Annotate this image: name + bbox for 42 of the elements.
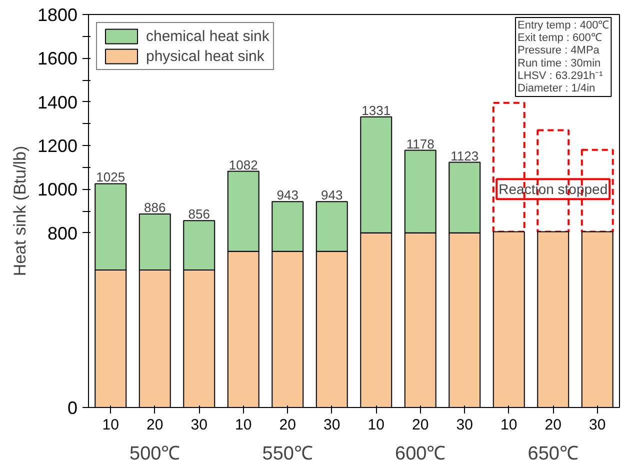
x-tick-label: 20 xyxy=(279,416,296,434)
x-tick-label: 30 xyxy=(589,416,606,434)
text: 650℃ xyxy=(528,444,578,464)
x-tick-label: 10 xyxy=(500,416,518,434)
text: 550℃ xyxy=(262,444,313,464)
x-tick-label: 20 xyxy=(412,416,429,434)
y-tick-label: 800 xyxy=(47,223,78,244)
x-tick-label: 20 xyxy=(544,416,562,434)
annotation: Entry temp : 400℃ xyxy=(518,20,610,32)
x-tick-label: 10 xyxy=(102,416,119,434)
annotation: LHSV : 63.291h⁻¹ xyxy=(518,70,604,82)
y-axis-title: Heat sink (Btu/lb) xyxy=(10,146,30,276)
total-label: 943 xyxy=(321,188,343,203)
y-tick-label: 1000 xyxy=(37,180,78,200)
legend-label: chemical heat sink xyxy=(146,28,270,44)
annotation: Run time : 30min xyxy=(518,57,601,70)
annotation: Exit temp : 600℃ xyxy=(518,32,602,44)
total-label: 1178 xyxy=(406,136,434,152)
y-tick-label: 1200 xyxy=(37,136,78,156)
text: 600℃ xyxy=(395,444,446,464)
annotation: Pressure : 4MPa xyxy=(518,44,600,57)
x-tick-label: 10 xyxy=(368,416,384,434)
x-tick-label: 20 xyxy=(146,416,164,434)
y-tick-label: 1400 xyxy=(37,92,78,112)
annotation: Reaction stopped xyxy=(498,181,608,198)
x-tick-label: 30 xyxy=(324,416,340,434)
y-tick-label: 1800 xyxy=(37,5,78,25)
x-tick-label: 30 xyxy=(456,416,473,434)
x-tick-label: 10 xyxy=(235,416,252,434)
total-label: 1123 xyxy=(450,148,479,164)
y-tick-label: 0 xyxy=(67,398,78,418)
total-label: 886 xyxy=(144,200,166,216)
legend-label: physical heat sink xyxy=(146,48,264,64)
total-label: 1025 xyxy=(96,170,126,185)
text: 500℃ xyxy=(130,444,180,464)
total-label: 1082 xyxy=(228,157,258,172)
y-tick-label: 1600 xyxy=(37,48,78,69)
total-label: 1331 xyxy=(362,102,391,118)
annotation: Diameter : 1/4in xyxy=(518,82,596,94)
total-label: 943 xyxy=(276,188,298,203)
x-tick-label: 30 xyxy=(190,416,208,434)
total-label: 856 xyxy=(188,206,210,222)
